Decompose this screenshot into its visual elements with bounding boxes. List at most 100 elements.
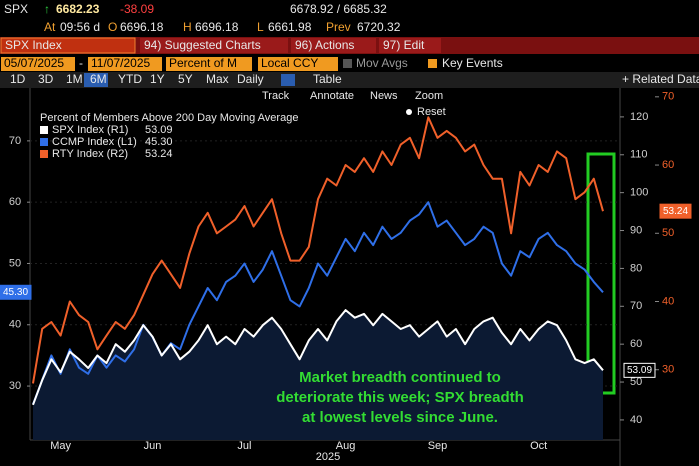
- x-tick-label: Oct: [530, 440, 547, 452]
- chart-icon[interactable]: [281, 74, 295, 86]
- legend-box: [36, 110, 276, 160]
- y-tick-label: 60: [9, 196, 21, 208]
- y2-tick-label: 80: [630, 262, 642, 274]
- chart-tool[interactable]: News: [370, 90, 398, 102]
- date-from: 05/07/2025: [4, 56, 64, 70]
- prev: 6720.32: [357, 20, 401, 34]
- related-data[interactable]: + Related Data: [622, 72, 699, 86]
- button-label: 94) Suggested Charts: [144, 38, 261, 52]
- y-tick-label: 70: [9, 135, 21, 147]
- y2-tick-label: 120: [630, 111, 648, 123]
- low: 6661.98: [268, 20, 312, 34]
- y-tick-label: 40: [9, 319, 21, 331]
- x-tick-label: Sep: [428, 440, 448, 452]
- open-label: O: [108, 20, 117, 34]
- y3-tick-label: 70: [662, 91, 674, 103]
- chart-tool[interactable]: Reset: [417, 106, 446, 118]
- period[interactable]: 6M: [90, 72, 107, 86]
- frequency[interactable]: Daily: [237, 72, 264, 86]
- button-label: 97) Edit: [383, 38, 425, 52]
- legend-label: CCMP Index (L1): [52, 136, 137, 148]
- x-axis-label: 2025: [316, 451, 340, 463]
- x-tick-label: Aug: [336, 440, 356, 452]
- open: 6696.18: [120, 20, 164, 34]
- button[interactable]: [379, 38, 441, 53]
- chart-tool[interactable]: Annotate: [310, 90, 354, 102]
- high-label: H: [183, 20, 192, 34]
- y2-tick-label: 70: [630, 300, 642, 312]
- legend-title: Percent of Members Above 200 Day Moving …: [40, 112, 298, 124]
- arrow: ↑: [44, 2, 50, 16]
- y2-tick-label: 110: [630, 149, 648, 161]
- last-value-label: 53.24: [663, 206, 688, 217]
- legend-label: RTY Index (R2): [52, 148, 128, 160]
- key-events: Key Events: [442, 56, 503, 70]
- button-label: 96) Actions: [295, 38, 354, 52]
- period[interactable]: YTD: [118, 72, 142, 86]
- series-line: [32, 116, 604, 384]
- period[interactable]: 1D: [10, 72, 26, 86]
- date-sep: -: [79, 56, 83, 70]
- y3-tick-label: 30: [662, 364, 674, 376]
- security-field[interactable]: [0, 37, 136, 54]
- legend-swatch: [40, 138, 48, 146]
- date-field[interactable]: [1, 57, 75, 71]
- period[interactable]: 1Y: [150, 72, 165, 86]
- last-value-label: 53.09: [627, 365, 652, 376]
- chart-tool[interactable]: Track: [262, 90, 290, 102]
- legend-label: SPX Index (R1): [52, 124, 128, 136]
- legend-swatch: [40, 126, 48, 134]
- annotation: at lowest levels since June.: [302, 409, 498, 426]
- date-to: 11/07/2025: [91, 56, 150, 70]
- period[interactable]: Max: [206, 72, 229, 86]
- x-tick-label: Jul: [237, 440, 251, 452]
- chart-tool[interactable]: Zoom: [415, 90, 443, 102]
- checkbox[interactable]: [343, 59, 352, 68]
- legend-value: 45.30: [145, 136, 173, 148]
- x-tick-label: Jun: [144, 440, 162, 452]
- y-tick-label: 50: [9, 257, 21, 269]
- area: [33, 310, 603, 440]
- series-line: [32, 309, 604, 406]
- bid-ask: 6678.92 / 6685.32: [290, 2, 387, 16]
- button[interactable]: [291, 38, 376, 53]
- high: 6696.18: [195, 20, 239, 34]
- y3-tick-label: 60: [662, 159, 674, 171]
- annotation: Market breadth continued to: [299, 369, 501, 386]
- y2-tick-label: 60: [630, 338, 642, 350]
- period-bar: [0, 72, 699, 88]
- currency: Local CCY: [261, 56, 318, 70]
- period[interactable]: 5Y: [178, 72, 193, 86]
- period[interactable]: 3D: [38, 72, 54, 86]
- y-tick-label: 30: [9, 380, 21, 392]
- period-selected: [84, 73, 108, 87]
- time: 09:56 d: [60, 20, 100, 34]
- y2-tick-label: 90: [630, 224, 642, 236]
- y3-tick-label: 40: [662, 295, 674, 307]
- y3-tick-label: 50: [662, 227, 674, 239]
- series-line: [32, 201, 604, 405]
- legend-value: 53.24: [145, 148, 173, 160]
- low-label: L: [257, 20, 264, 34]
- field: Percent of M: [169, 56, 237, 70]
- last-value-box: [659, 203, 692, 219]
- time-label: At: [44, 20, 56, 34]
- last-value-box: [623, 362, 656, 378]
- period[interactable]: 1M: [66, 72, 83, 86]
- prev-label: Prev: [326, 20, 351, 34]
- button[interactable]: [140, 38, 288, 53]
- y2-tick-label: 100: [630, 187, 648, 199]
- currency-select[interactable]: [258, 57, 338, 71]
- mov-avgs: Mov Avgs: [356, 56, 408, 70]
- annotation: deteriorate this week; SPX breadth: [276, 389, 524, 406]
- table-button[interactable]: Table: [313, 72, 342, 86]
- change: -38.09: [120, 2, 154, 16]
- y2-tick-label: 50: [630, 376, 642, 388]
- ticker: SPX: [4, 2, 28, 16]
- last-price: 6682.23: [56, 2, 100, 16]
- date-field[interactable]: [88, 57, 162, 71]
- field-select[interactable]: [166, 57, 252, 71]
- last-value-box: [0, 284, 32, 300]
- checkbox[interactable]: [428, 59, 437, 68]
